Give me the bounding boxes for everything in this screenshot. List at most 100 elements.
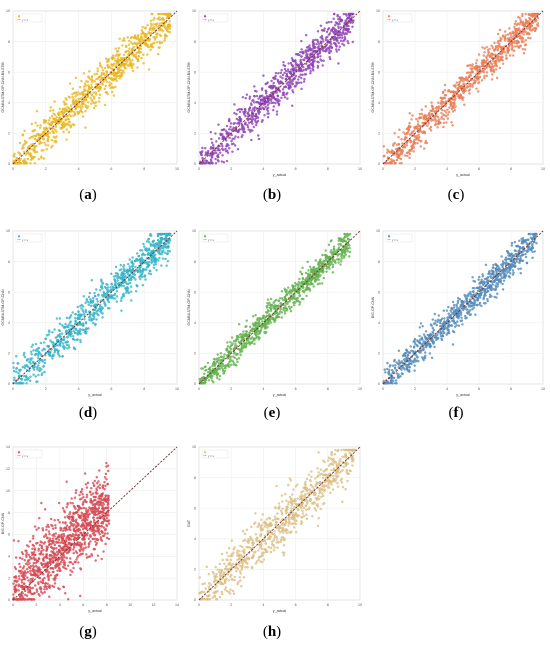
scatter-point <box>316 43 318 45</box>
scatter-point <box>113 58 115 60</box>
scatter-point <box>110 286 112 288</box>
scatter-point <box>322 267 324 269</box>
scatter-point <box>143 246 145 248</box>
scatter-point <box>209 367 211 369</box>
scatter-point <box>226 341 228 343</box>
scatter-point <box>287 70 289 72</box>
scatter-point <box>300 56 302 58</box>
scatter-point <box>337 14 339 16</box>
scatter-point <box>239 351 241 353</box>
scatter-point <box>407 152 409 154</box>
scatter-point <box>57 352 59 354</box>
scatter-point <box>104 104 106 106</box>
scatter-point <box>140 48 142 50</box>
scatter-point <box>336 258 338 260</box>
scatter-point <box>48 331 50 333</box>
scatter-point <box>33 148 35 150</box>
y-tick-label: 8 <box>8 260 10 264</box>
scatter-point <box>458 95 460 97</box>
scatter-point <box>398 360 400 362</box>
scatter-point <box>119 269 121 271</box>
scatter-point <box>99 304 101 306</box>
scatter-point <box>94 295 96 297</box>
scatter-point <box>344 235 346 237</box>
scatter-point <box>211 155 213 157</box>
scatter-point <box>127 263 129 265</box>
scatter-point <box>386 149 388 151</box>
scatter-point <box>255 314 257 316</box>
scatter-point <box>224 148 226 150</box>
scatter-point <box>221 160 223 162</box>
scatter-point <box>294 282 296 284</box>
scatter-point <box>87 101 89 103</box>
scatter-point <box>448 111 450 113</box>
scatter-point <box>417 142 419 144</box>
scatter-point <box>125 63 127 65</box>
scatter-point <box>140 33 142 35</box>
scatter-point <box>113 74 115 76</box>
y-tick-label: 2 <box>194 352 196 356</box>
scatter-point <box>65 326 67 328</box>
scatter-point <box>87 84 89 86</box>
scatter-point <box>238 341 240 343</box>
scatter-point <box>80 108 82 110</box>
scatter-point <box>233 127 235 129</box>
scatter-point <box>133 37 135 39</box>
y-tick-label: 10 <box>376 9 380 13</box>
scatter-point <box>86 300 88 302</box>
scatter-point <box>349 233 351 235</box>
scatter-point <box>514 241 516 243</box>
scatter-point <box>107 298 109 300</box>
scatter-point <box>23 162 25 164</box>
scatter-point <box>15 371 17 373</box>
scatter-point <box>312 41 314 43</box>
scatter-point <box>241 346 243 348</box>
scatter-point <box>255 337 257 339</box>
scatter-point <box>341 37 343 39</box>
scatter-point <box>332 271 334 273</box>
scatter-point <box>234 144 236 146</box>
scatter-point <box>111 289 113 291</box>
scatter-point <box>18 162 20 164</box>
scatter-point <box>213 152 215 154</box>
scatter-point <box>495 68 497 70</box>
scatter-point <box>80 80 82 82</box>
scatter-point <box>125 67 127 69</box>
scatter-point <box>239 128 241 130</box>
scatter-point <box>445 115 447 117</box>
scatter-point <box>122 266 124 268</box>
scatter-point <box>315 279 317 281</box>
scatter-point <box>341 249 343 251</box>
scatter-point <box>59 335 61 337</box>
scatter-point <box>310 268 312 270</box>
scatter-point <box>343 28 345 30</box>
legend-label: y = x <box>22 18 29 22</box>
scatter-point <box>523 52 525 54</box>
scatter-point <box>468 92 470 94</box>
scatter-point <box>320 42 322 44</box>
legend-label: y = x <box>208 18 215 22</box>
scatter-point <box>146 261 148 263</box>
scatter-point <box>287 68 289 70</box>
scatter-point <box>23 352 25 354</box>
scatter-point <box>399 154 401 156</box>
scatter-point <box>21 379 23 381</box>
scatter-point <box>30 351 32 353</box>
scatter-point <box>152 42 154 44</box>
scatter-point <box>81 329 83 331</box>
scatter-point <box>424 118 426 120</box>
scatter-point <box>17 151 19 153</box>
scatter-point <box>242 96 244 98</box>
scatter-point <box>166 17 168 19</box>
scatter-point <box>110 83 112 85</box>
legend: y = x <box>16 234 42 242</box>
scatter-point <box>226 348 228 350</box>
scatter-point <box>263 108 265 110</box>
scatter-point <box>502 49 504 51</box>
scatter-point <box>59 317 61 319</box>
x-tick-label: 8 <box>510 167 512 171</box>
scatter-point <box>139 258 141 260</box>
scatter-point <box>418 139 420 141</box>
scatter-point <box>240 118 242 120</box>
